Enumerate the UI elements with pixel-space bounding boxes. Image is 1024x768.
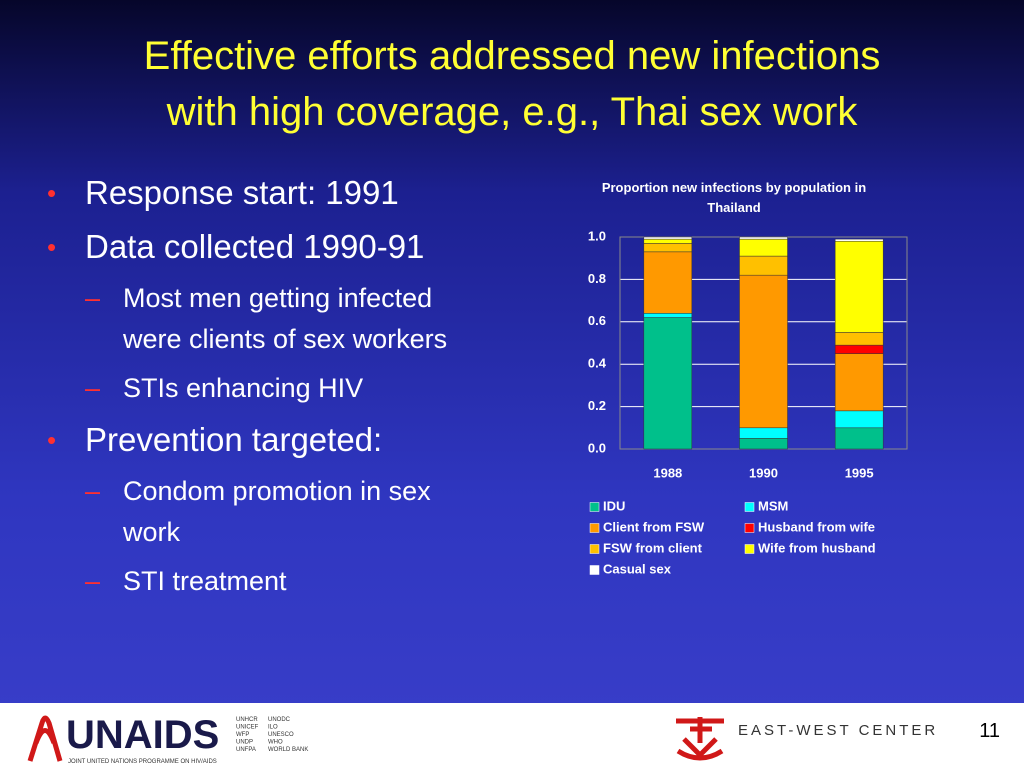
legend-swatch <box>744 544 755 554</box>
bar-segment <box>739 438 788 450</box>
legend-label: Husband from wife <box>758 519 875 534</box>
x-tick-label: 1995 <box>845 465 874 480</box>
slide-title: Effective efforts addressed new infectio… <box>0 28 1024 140</box>
legend-label: MSM <box>758 498 788 513</box>
bar-segment <box>834 344 884 354</box>
bar-segment <box>643 236 693 240</box>
cosponsor: ILO <box>268 725 278 731</box>
y-tick-label: 0.6 <box>588 313 606 328</box>
x-tick-label: 1988 <box>653 465 682 480</box>
sub-bullet: STI treatment <box>85 561 483 602</box>
cosponsor: WORLD BANK <box>268 747 308 753</box>
bar-segment <box>834 238 884 242</box>
bullet: Prevention targeted: <box>45 417 515 463</box>
legend-label: Casual sex <box>603 561 672 576</box>
footer: UNAIDS JOINT UNITED NATIONS PROGRAMME ON… <box>0 703 1024 768</box>
x-tick-label: 1990 <box>749 465 778 480</box>
partner: EAST-WEST CENTER <box>738 722 938 739</box>
ribbon-icon <box>27 715 63 762</box>
cosponsor: UNESCO <box>268 732 294 738</box>
legend-label: FSW from client <box>603 540 703 555</box>
cosponsor: WFP <box>236 732 249 738</box>
logo-text: UNAIDS <box>66 713 219 757</box>
bar-segment <box>643 243 693 253</box>
bar-segment <box>834 427 884 450</box>
y-tick-label: 0.4 <box>588 356 607 371</box>
legend-swatch <box>744 523 755 533</box>
chart-title: Proportion new infections by population … <box>601 180 867 215</box>
bar-segment <box>739 238 788 257</box>
legend-swatch <box>589 544 600 554</box>
legend-label: IDU <box>603 498 625 513</box>
bar-segment <box>643 238 693 244</box>
legend-swatch <box>744 502 755 512</box>
title-line: Effective efforts addressed new infectio… <box>143 34 881 78</box>
bar-segment <box>834 240 884 333</box>
bullet: Data collected 1990-91 <box>45 224 515 270</box>
bar-segment <box>834 353 884 412</box>
chart: 0.0 0.2 0.4 0.6 0.8 1.0 1988 1990 1995 IDU MSM Clie… <box>588 228 908 576</box>
bar-segment <box>739 255 788 276</box>
cosponsor: UNHCR <box>236 717 258 723</box>
legend-swatch <box>589 502 600 512</box>
bullet: Response start: 1991 <box>45 170 515 216</box>
bar-segment <box>739 427 788 439</box>
bullet-list: Response start: 1991 Data collected 1990-… <box>45 170 515 610</box>
ewc-icon <box>676 717 724 761</box>
bar-segment <box>643 313 693 318</box>
legend-swatch <box>589 523 600 533</box>
sub-bullet: STIs enhancing HIV <box>85 368 483 409</box>
bar-segment <box>643 251 693 314</box>
cosponsor: UNICEF <box>236 725 259 731</box>
sub-bullet: Condom promotion in sex work <box>85 471 483 553</box>
bar-segment <box>739 274 788 429</box>
legend-label: Client from FSW <box>603 519 705 534</box>
page-number: 11 <box>979 720 1000 742</box>
y-tick-label: 0.2 <box>588 398 606 413</box>
cosponsor: WHO <box>268 740 283 746</box>
legend-swatch <box>589 565 600 575</box>
cosponsor: UNDP <box>236 740 253 746</box>
programme: JOINT UNITED NATIONS PROGRAMME ON HIV/AI… <box>68 759 217 765</box>
footer-graphics: UNAIDS JOINT UNITED NATIONS PROGRAMME ON… <box>27 713 1000 765</box>
legend-label: Wife from husband <box>758 540 876 555</box>
bar-segment <box>739 236 788 240</box>
bar-segment <box>834 410 884 429</box>
y-tick-label: 0.0 <box>588 440 606 455</box>
sub-bullet: Most men getting infected were clients o… <box>85 278 483 360</box>
y-tick-label: 0.8 <box>588 271 606 286</box>
cosponsor: UNFPA <box>236 747 256 753</box>
y-tick-label: 1.0 <box>588 228 606 243</box>
cosponsor: UNODC <box>268 717 291 723</box>
bar-segment <box>643 317 693 450</box>
title-line: with high coverage, e.g., Thai sex work <box>166 90 858 134</box>
bar-segment <box>834 332 884 346</box>
